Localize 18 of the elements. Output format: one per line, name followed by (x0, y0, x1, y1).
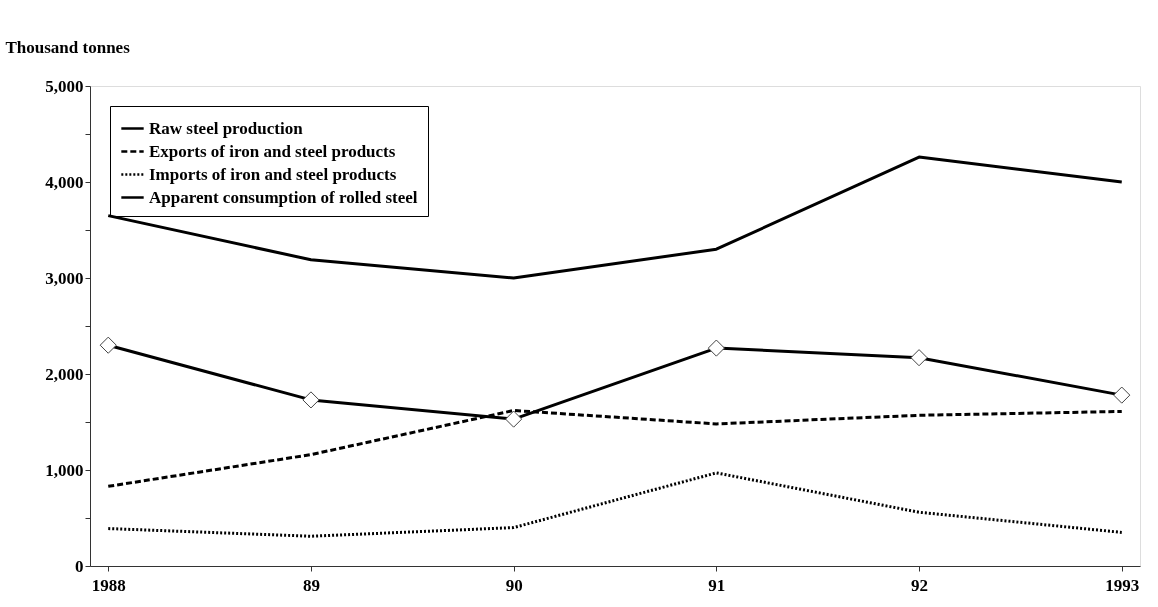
y-tick-label: 4,000 (45, 172, 84, 192)
x-tick-label: 1993 (1105, 575, 1140, 595)
legend-label: Imports of iron and steel products (149, 164, 397, 184)
y-tick-label: 0 (75, 556, 84, 576)
y-axis-title: Thousand tonnes (5, 37, 131, 57)
y-tick-label: 2,000 (45, 364, 84, 384)
legend-label: Raw steel production (149, 118, 304, 138)
legend-label: Exports of iron and steel products (149, 141, 396, 161)
y-tick-label: 1,000 (45, 460, 84, 480)
x-tick-label: 1988 (91, 575, 126, 595)
x-tick-label: 92 (911, 575, 929, 595)
line-series (106, 471, 1124, 538)
y-tick-label: 3,000 (45, 268, 84, 288)
x-tick-label: 90 (505, 575, 523, 595)
y-tick-label: 5,000 (45, 76, 84, 96)
x-tick-label: 89 (302, 575, 320, 595)
legend-label: Apparent consumption of rolled steel (149, 187, 418, 207)
x-tick-label: 91 (708, 575, 726, 595)
